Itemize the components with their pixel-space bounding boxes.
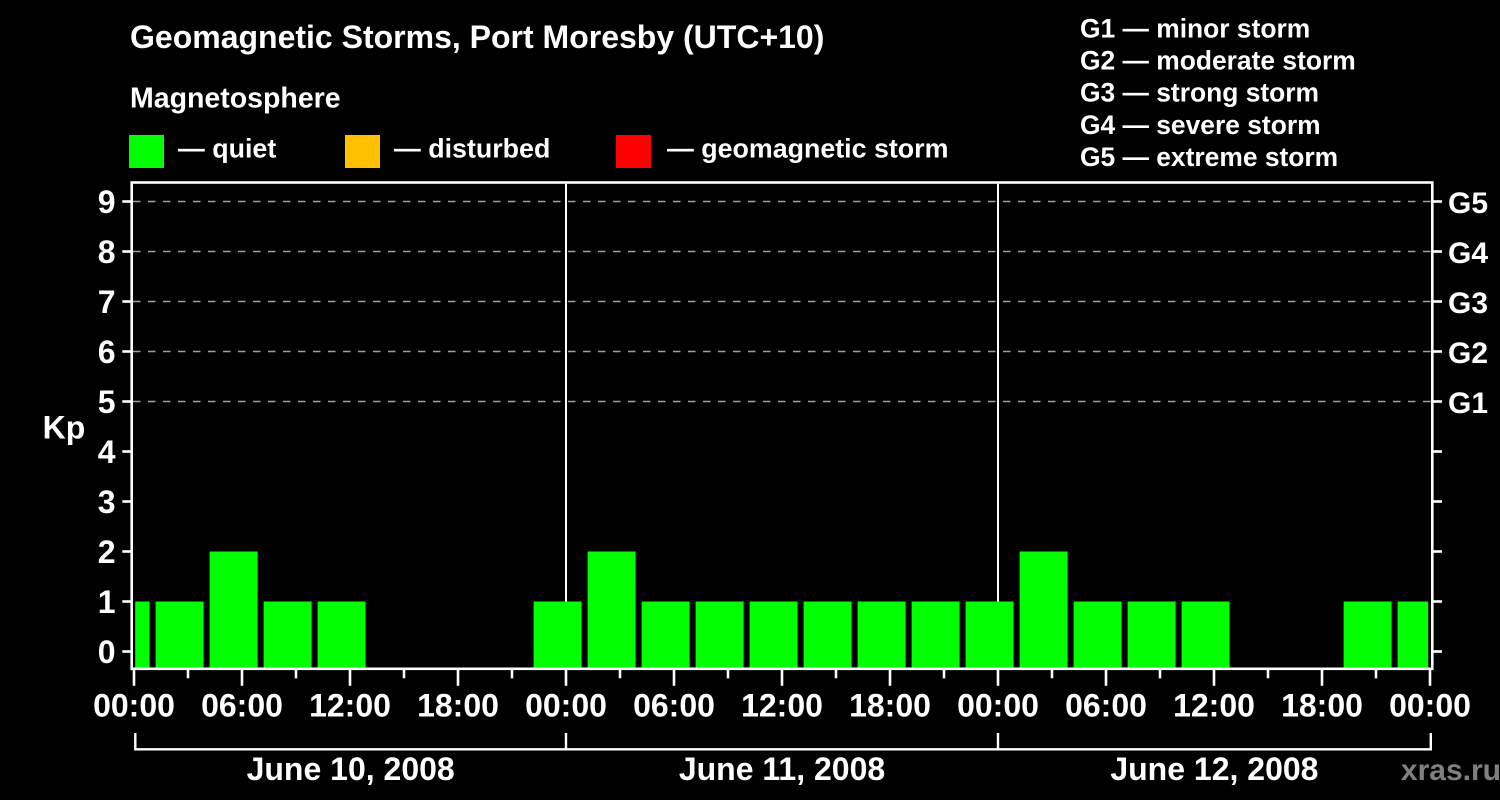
svg-text:5: 5 xyxy=(98,384,116,420)
svg-text:G1: G1 xyxy=(1448,387,1488,420)
svg-text:G3 — strong storm: G3 — strong storm xyxy=(1080,78,1319,108)
svg-text:18:00: 18:00 xyxy=(417,688,499,724)
svg-text:Kp: Kp xyxy=(43,410,86,446)
svg-text:6: 6 xyxy=(98,334,116,370)
svg-text:18:00: 18:00 xyxy=(1281,688,1363,724)
svg-text:18:00: 18:00 xyxy=(849,688,931,724)
svg-text:G2 — moderate storm: G2 — moderate storm xyxy=(1080,46,1356,76)
svg-text:7: 7 xyxy=(98,284,116,320)
svg-text:G5 — extreme storm: G5 — extreme storm xyxy=(1080,142,1338,172)
svg-text:06:00: 06:00 xyxy=(1065,688,1147,724)
svg-text:00:00: 00:00 xyxy=(93,688,175,724)
svg-text:12:00: 12:00 xyxy=(309,688,391,724)
svg-text:xras.ru: xras.ru xyxy=(1401,754,1500,787)
svg-text:12:00: 12:00 xyxy=(1173,688,1255,724)
svg-text:G3: G3 xyxy=(1448,287,1488,320)
svg-text:G1 — minor storm: G1 — minor storm xyxy=(1080,14,1310,44)
svg-text:12:00: 12:00 xyxy=(741,688,823,724)
svg-text:G2: G2 xyxy=(1448,337,1488,370)
svg-text:06:00: 06:00 xyxy=(633,688,715,724)
svg-text:00:00: 00:00 xyxy=(957,688,1039,724)
svg-text:June 12, 2008: June 12, 2008 xyxy=(1110,751,1318,787)
svg-text:— geomagnetic storm: — geomagnetic storm xyxy=(667,133,948,163)
svg-text:06:00: 06:00 xyxy=(201,688,283,724)
svg-text:2: 2 xyxy=(98,534,116,570)
svg-text:0: 0 xyxy=(98,634,116,670)
svg-text:— disturbed: — disturbed xyxy=(394,133,550,163)
svg-text:00:00: 00:00 xyxy=(1389,688,1471,724)
svg-text:G4: G4 xyxy=(1448,237,1488,270)
svg-text:8: 8 xyxy=(98,234,116,270)
svg-text:3: 3 xyxy=(98,484,116,520)
svg-text:June 10, 2008: June 10, 2008 xyxy=(247,751,455,787)
svg-text:G5: G5 xyxy=(1448,187,1488,220)
svg-text:Magnetosphere: Magnetosphere xyxy=(130,83,341,115)
svg-text:— quiet: — quiet xyxy=(178,133,276,163)
svg-text:9: 9 xyxy=(98,184,116,220)
svg-text:June 11, 2008: June 11, 2008 xyxy=(679,751,885,787)
svg-text:00:00: 00:00 xyxy=(525,688,607,724)
svg-text:Geomagnetic Storms, Port Mores: Geomagnetic Storms, Port Moresby (UTC+10… xyxy=(130,19,824,55)
svg-text:1: 1 xyxy=(98,584,116,620)
svg-text:4: 4 xyxy=(98,434,116,470)
svg-text:G4 — severe storm: G4 — severe storm xyxy=(1080,110,1321,140)
